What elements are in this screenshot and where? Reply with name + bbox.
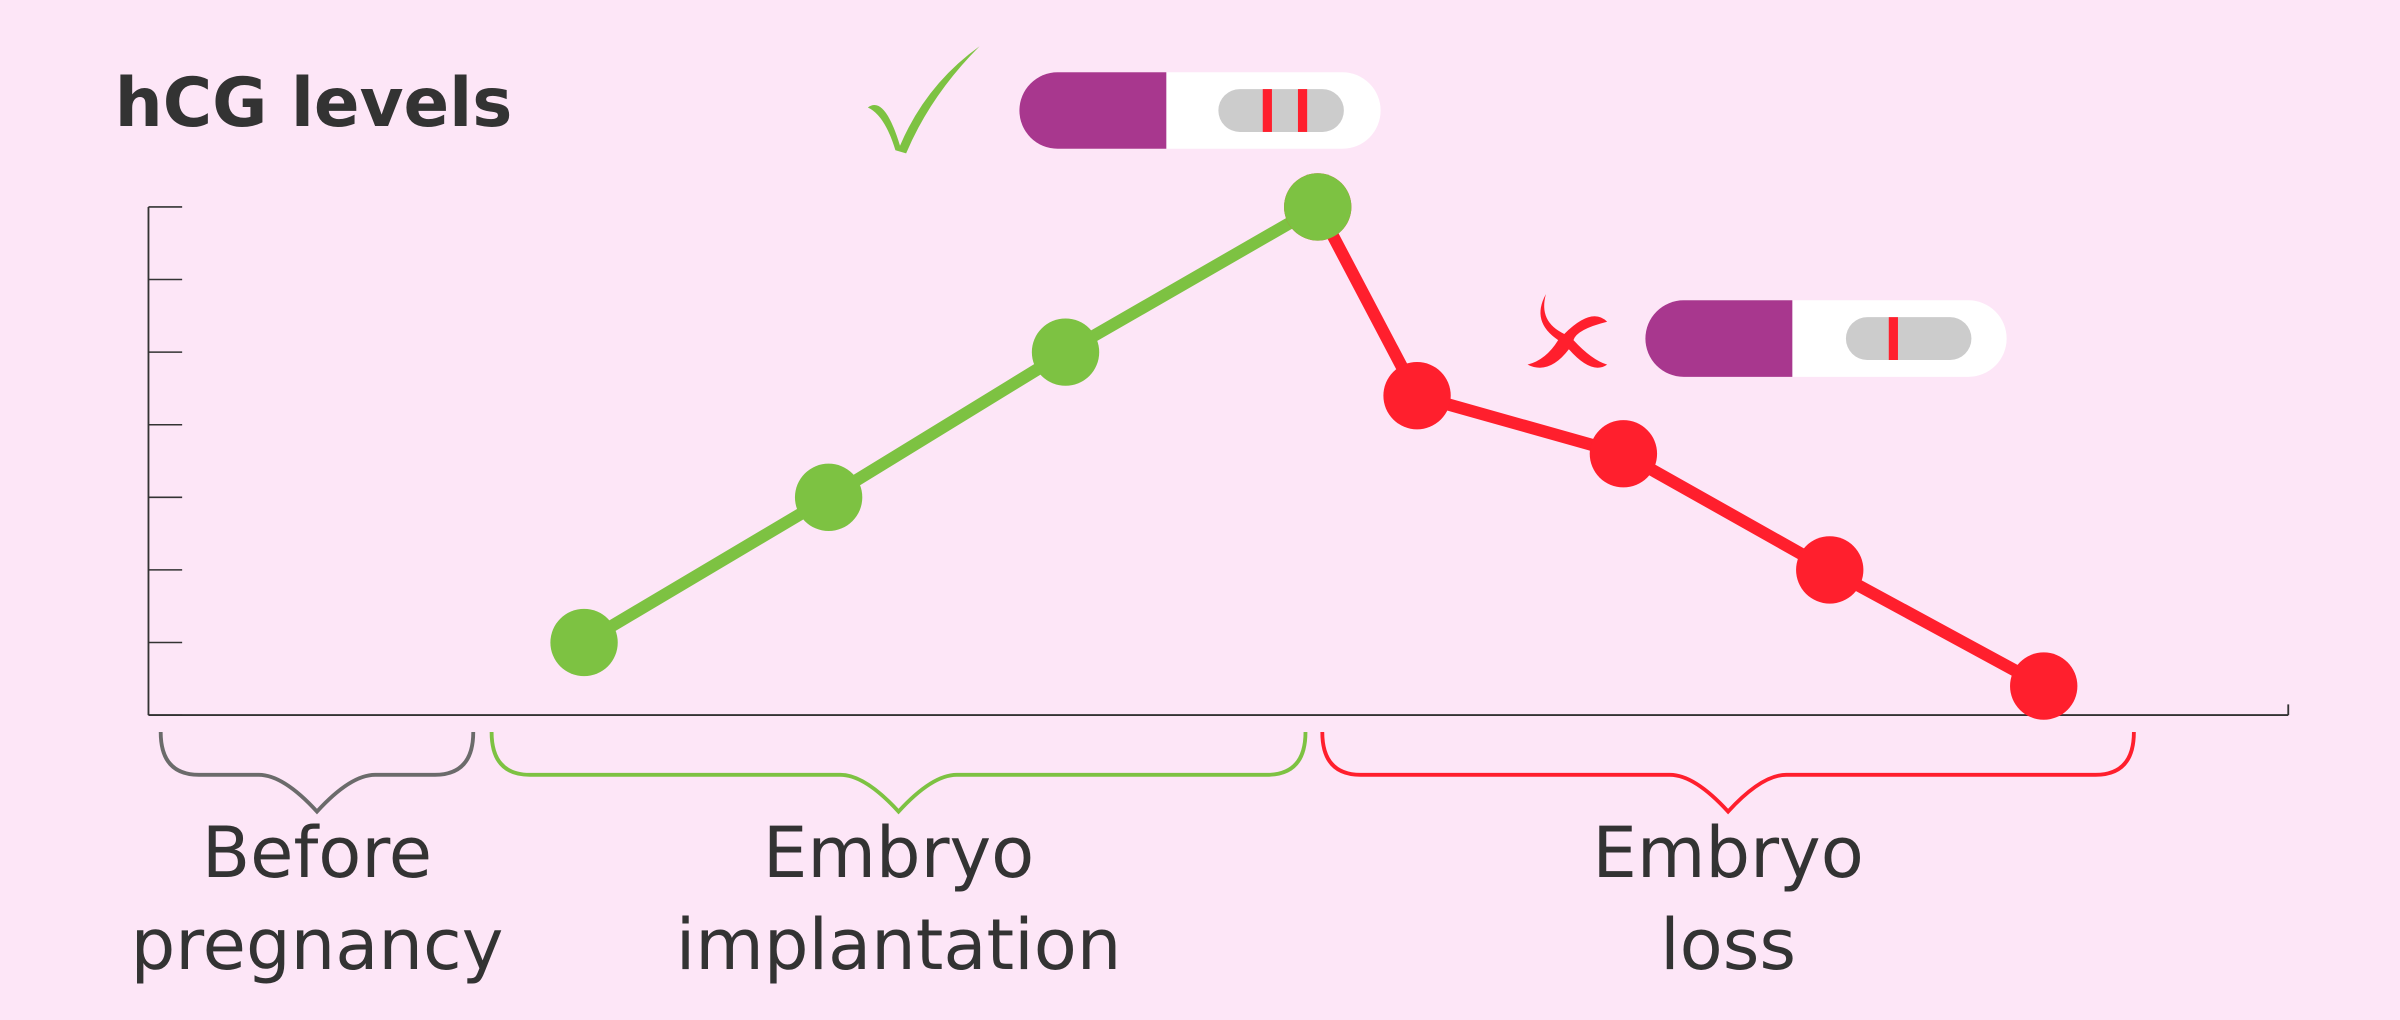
positive-test-icon bbox=[867, 46, 1381, 154]
data-point bbox=[1284, 173, 1352, 241]
region-brace bbox=[489, 731, 1308, 815]
data-point bbox=[2010, 652, 2078, 720]
data-point bbox=[1589, 420, 1658, 488]
region-label: Before bbox=[202, 812, 432, 894]
data-point bbox=[794, 463, 863, 531]
region-label: loss bbox=[1660, 904, 1796, 986]
region-label: pregnancy bbox=[131, 904, 504, 986]
data-point bbox=[1796, 536, 1864, 604]
data-point bbox=[1383, 362, 1451, 430]
region-label: implantation bbox=[676, 904, 1122, 986]
region-brace bbox=[1320, 731, 2136, 815]
chart-title: hCG levels bbox=[115, 63, 513, 142]
region-label: Embryo bbox=[1592, 812, 1863, 894]
data-point bbox=[550, 608, 618, 677]
series-line bbox=[580, 201, 1321, 648]
region-label: Embryo bbox=[763, 812, 1034, 894]
negative-test-icon bbox=[1527, 294, 2007, 377]
region-brace bbox=[158, 731, 476, 815]
data-point bbox=[1031, 318, 1100, 386]
